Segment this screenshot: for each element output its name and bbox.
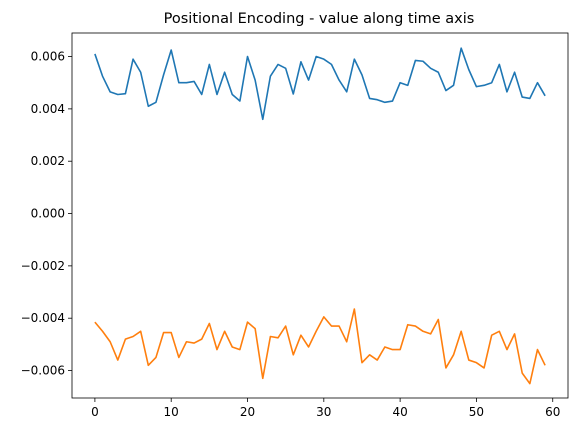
- series-layer: [94, 47, 546, 385]
- x-axis-ticks: 0 10 20 30 40 50 60: [91, 398, 560, 419]
- x-tick-label: 20: [240, 405, 255, 419]
- y-axis-ticks: −0.006 −0.004 −0.002 0.000 0.002 0.004 0.006: [21, 50, 72, 378]
- x-tick-label: 60: [545, 405, 560, 419]
- y-tick-label: 0.004: [31, 102, 65, 116]
- y-tick-label: 0.000: [31, 207, 65, 221]
- x-tick-label: 40: [392, 405, 407, 419]
- y-tick-label: −0.006: [21, 364, 65, 378]
- y-tick-label: 0.002: [31, 154, 65, 168]
- y-tick-label: −0.004: [21, 311, 65, 325]
- x-tick-label: 10: [164, 405, 179, 419]
- plot-frame: [71, 32, 569, 399]
- y-tick-label: −0.002: [21, 259, 65, 273]
- x-tick-label: 50: [469, 405, 484, 419]
- series-line-2: [94, 308, 546, 385]
- y-tick-label: 0.006: [31, 50, 65, 64]
- x-tick-label: 30: [316, 405, 331, 419]
- chart-title: Positional Encoding - value along time a…: [164, 11, 475, 27]
- series-line-1: [94, 47, 546, 121]
- x-tick-label: 0: [91, 405, 99, 419]
